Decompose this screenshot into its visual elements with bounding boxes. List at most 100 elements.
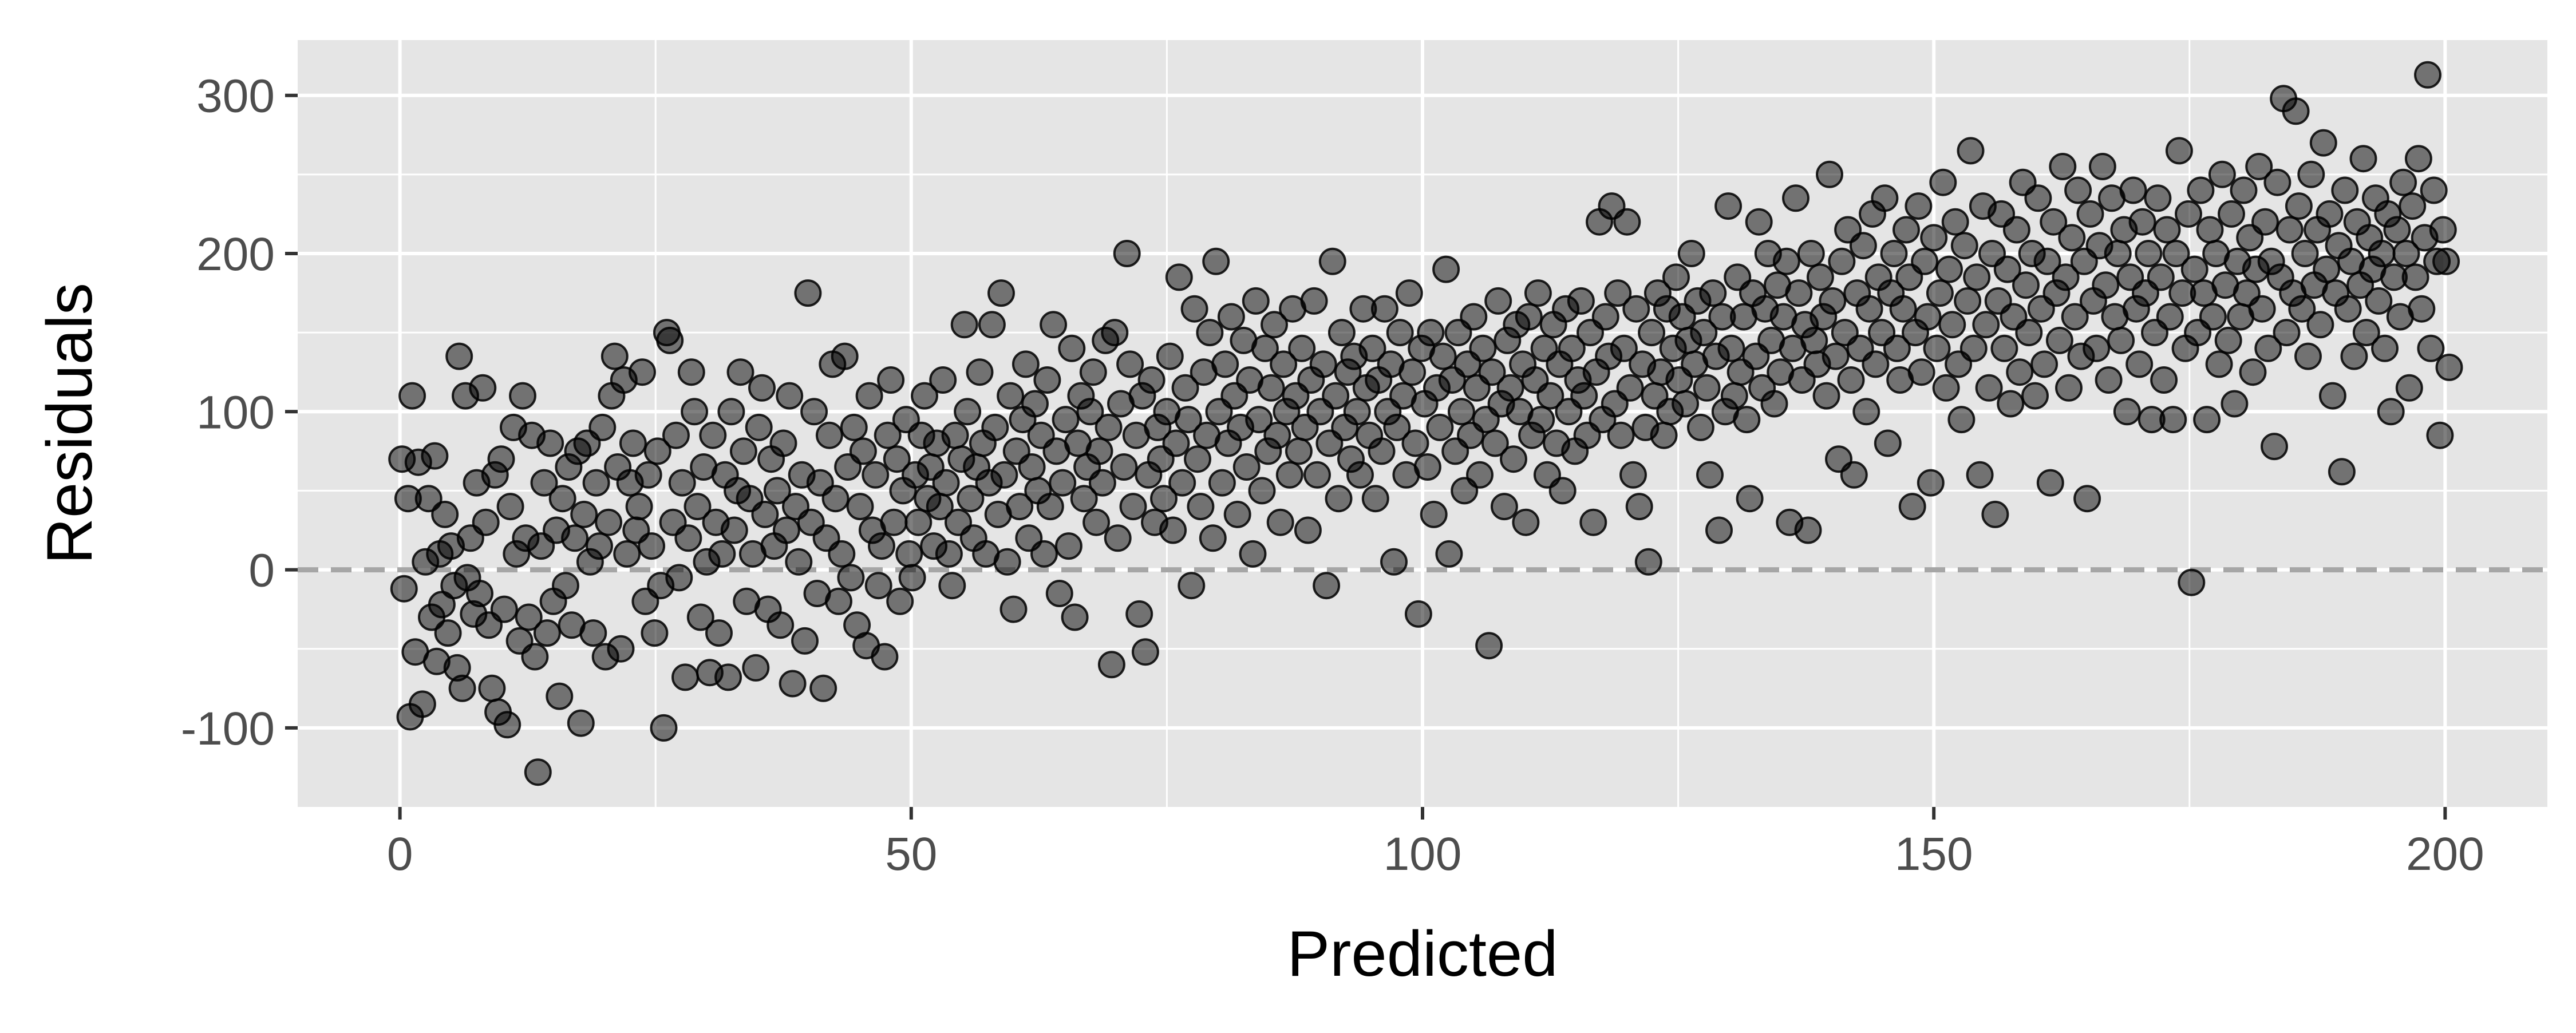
data-point (1889, 295, 1917, 323)
data-point (1950, 232, 1978, 260)
data-point (2313, 255, 2341, 283)
data-point (665, 564, 693, 592)
data-point (1720, 382, 1748, 410)
data-point (1006, 493, 1034, 521)
x-tick-label: 0 (387, 828, 413, 880)
data-point (800, 398, 828, 426)
data-point (1871, 184, 1899, 212)
data-point (2340, 342, 2368, 370)
data-point (1386, 319, 1414, 347)
data-point (390, 575, 418, 603)
data-point (1174, 406, 1202, 434)
data-point (1404, 600, 1432, 628)
data-point (2076, 200, 2104, 228)
data-point (1782, 184, 1809, 212)
x-tick-label: 200 (2406, 828, 2484, 880)
data-point (767, 611, 795, 639)
data-point (650, 714, 678, 742)
data-point (785, 548, 813, 576)
data-point (2061, 303, 2089, 331)
data-point (1686, 413, 1714, 441)
data-point (509, 382, 536, 410)
data-point (2239, 358, 2267, 386)
data-point (2147, 263, 2175, 291)
data-point (2180, 255, 2208, 283)
data-point (769, 429, 797, 457)
data-point (2187, 176, 2215, 204)
data-point (2414, 61, 2441, 89)
data-point (469, 374, 497, 402)
data-point (1714, 192, 1743, 220)
data-point (880, 508, 908, 536)
data-point (2221, 390, 2249, 418)
data-point (1760, 390, 1788, 418)
data-point (2309, 129, 2337, 157)
data-point (2273, 319, 2301, 347)
data-point (2107, 326, 2135, 354)
data-point (582, 469, 610, 497)
data-point (638, 532, 666, 560)
data-point (677, 358, 705, 386)
data-point (2214, 326, 2242, 354)
data-point (2261, 433, 2288, 461)
data-point (428, 591, 456, 619)
data-point (1270, 350, 1298, 378)
data-point (1515, 303, 1543, 331)
data-point (2144, 184, 2172, 212)
data-point (1794, 516, 1822, 544)
data-point (2245, 153, 2273, 180)
data-point (1178, 572, 1206, 600)
data-point (1110, 453, 1138, 481)
data-point (1162, 429, 1190, 457)
data-point (1469, 334, 1497, 362)
data-point (1500, 445, 1527, 473)
data-point (1929, 168, 1957, 196)
data-point (490, 595, 518, 623)
data-point (1981, 500, 2009, 528)
data-point (1993, 255, 2021, 283)
data-point (421, 442, 449, 470)
data-point (1923, 334, 1951, 362)
data-point (2002, 216, 2030, 244)
data-point (2297, 160, 2325, 188)
data-point (1874, 429, 1902, 457)
data-point (1294, 516, 1322, 544)
data-point (1963, 263, 1991, 291)
data-point (1932, 374, 1960, 402)
data-point (1883, 334, 1911, 362)
data-point (1957, 137, 1985, 165)
data-point (634, 461, 662, 489)
data-point (1361, 485, 1389, 513)
data-point (1097, 651, 1125, 679)
data-point (1165, 263, 1193, 291)
data-point (1524, 279, 1552, 307)
data-point (1941, 208, 1969, 236)
data-point (1926, 279, 1954, 307)
data-point (1990, 334, 2018, 362)
data-point (1223, 500, 1251, 528)
y-tick-label: -100 (181, 703, 275, 755)
data-point (1309, 350, 1337, 378)
data-point (1242, 287, 1270, 315)
data-point (2392, 240, 2420, 267)
data-point (2331, 176, 2359, 204)
data-point (864, 572, 892, 600)
data-point (2417, 334, 2445, 362)
data-point (1634, 548, 1662, 576)
data-point (2389, 168, 2417, 196)
data-point (2113, 398, 2141, 426)
y-tick-label: 200 (196, 228, 275, 280)
data-point (1966, 461, 1994, 489)
data-point (548, 485, 576, 513)
data-point (714, 663, 742, 691)
data-point (2263, 168, 2291, 196)
data-point (1536, 382, 1564, 410)
data-point (954, 398, 982, 426)
data-point (1040, 311, 1068, 339)
data-point (1395, 279, 1423, 307)
data-point (1288, 334, 1316, 362)
data-point (2285, 192, 2313, 220)
data-point (1070, 485, 1098, 513)
